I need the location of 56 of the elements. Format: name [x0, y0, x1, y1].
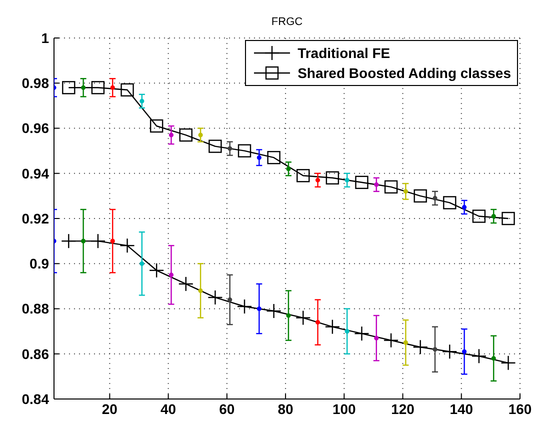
point [414, 189, 427, 203]
point [179, 128, 192, 142]
point [344, 329, 350, 334]
point [403, 340, 408, 345]
point [91, 81, 105, 94]
y-tick-label: 0.98 [22, 75, 50, 92]
x-tick-label: 60 [219, 400, 235, 417]
point [198, 132, 203, 138]
point [296, 169, 310, 182]
point [432, 347, 438, 352]
x-tick-label: 140 [450, 400, 474, 417]
point [315, 178, 320, 182]
point [110, 85, 115, 90]
point [238, 144, 252, 158]
legend-label: Traditional FE [298, 45, 390, 61]
point [472, 210, 486, 223]
point [62, 81, 76, 94]
point [228, 297, 232, 302]
point [228, 146, 232, 151]
point [502, 212, 515, 226]
point [140, 261, 144, 266]
point [355, 176, 368, 189]
point [140, 98, 144, 104]
point [326, 171, 340, 184]
y-tick-label: 0.84 [22, 390, 50, 407]
y-tick-label: 1 [41, 30, 50, 46]
point [168, 272, 174, 278]
y-tick-label: 0.94 [22, 165, 50, 182]
x-tick-label: 80 [278, 400, 294, 417]
point [120, 83, 134, 96]
x-tick-label: 160 [508, 400, 532, 417]
point [432, 196, 438, 200]
point [374, 336, 379, 340]
x-tick-label: 20 [102, 400, 118, 417]
point [384, 180, 398, 194]
point [168, 132, 174, 138]
y-tick-label: 0.88 [22, 300, 50, 317]
y-tick-label: 0.92 [22, 210, 50, 226]
point [315, 320, 320, 325]
x-tick-label: 100 [332, 400, 356, 417]
point [208, 140, 222, 153]
point [110, 238, 115, 244]
point [267, 150, 280, 164]
point [150, 119, 164, 133]
point [443, 196, 456, 210]
point [374, 182, 379, 187]
point [403, 189, 408, 194]
point [344, 178, 350, 182]
point [198, 288, 203, 293]
y-tick-label: 0.86 [22, 346, 50, 362]
x-tick-label: 40 [160, 400, 176, 417]
legend-label: Shared Boosted Adding classes [298, 65, 511, 81]
chart-title: FRGC [270, 16, 304, 28]
y-tick-label: 0.9 [30, 256, 50, 272]
y-tick-label: 0.96 [22, 120, 50, 136]
x-tick-label: 120 [391, 400, 415, 417]
